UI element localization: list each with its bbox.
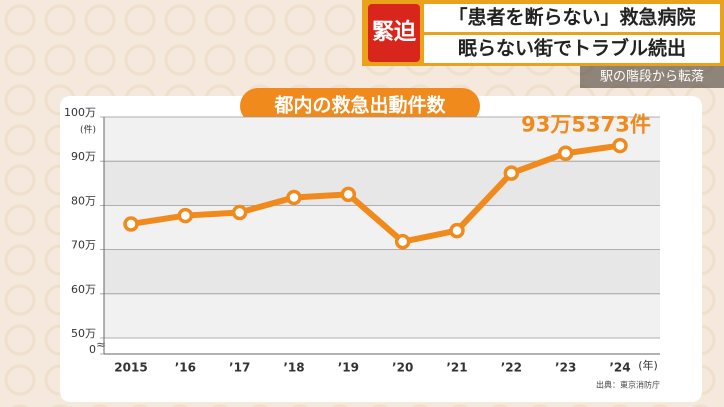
x-tick-label: ’19 [338, 361, 359, 375]
band [104, 249, 660, 294]
axis-break: ≈ [96, 338, 106, 352]
point [394, 233, 411, 250]
headline: 「患者を断らない」救急病院 [448, 6, 695, 29]
point [340, 186, 357, 203]
x-tick-label: ’18 [283, 361, 304, 375]
x-tick-label: ’21 [446, 361, 467, 375]
x-tick-label: ’24 [609, 361, 630, 375]
point [449, 222, 465, 239]
y-unit: (件) [80, 124, 96, 136]
x-tick-label: ’20 [392, 361, 413, 375]
x-unit: (年) [638, 358, 658, 372]
x-tick-label: ’22 [501, 361, 522, 375]
headline-box [424, 4, 720, 32]
point [177, 207, 194, 224]
y-tick-label: 80万 [71, 194, 96, 207]
title-pill [240, 88, 480, 124]
x-tick-label: ’16 [175, 361, 196, 375]
x-tick-label: 2015 [114, 361, 147, 375]
x-tick-label: ’23 [555, 361, 576, 375]
x-tick-label: ’17 [229, 361, 250, 375]
point [286, 189, 302, 206]
value-label: 93万5373件 [521, 113, 651, 137]
headline-box [424, 35, 720, 63]
headline: 眠らない街でトラブル続出 [458, 37, 686, 60]
point [123, 216, 139, 232]
y-tick-label: 70万 [71, 239, 96, 252]
caption: 駅の階段から転落 [600, 70, 704, 85]
chart-title: 都内の救急出動件数 [273, 94, 446, 117]
point [612, 137, 628, 154]
badge-text: 緊迫 [372, 19, 417, 45]
point [557, 145, 574, 161]
line [130, 142, 621, 245]
y-tick-label: 0 [89, 343, 96, 356]
y-tick-label: 100万 [64, 106, 96, 119]
band [104, 293, 660, 338]
point [231, 204, 248, 221]
y-tick-label: 90万 [71, 150, 96, 163]
caption-box [580, 66, 724, 88]
source: 出典：東京消防庁 [596, 380, 660, 390]
badge [368, 4, 420, 62]
y-tick-label: 60万 [71, 283, 96, 296]
band [104, 161, 660, 206]
point [503, 165, 520, 181]
y-tick-label: 50万 [71, 327, 96, 340]
